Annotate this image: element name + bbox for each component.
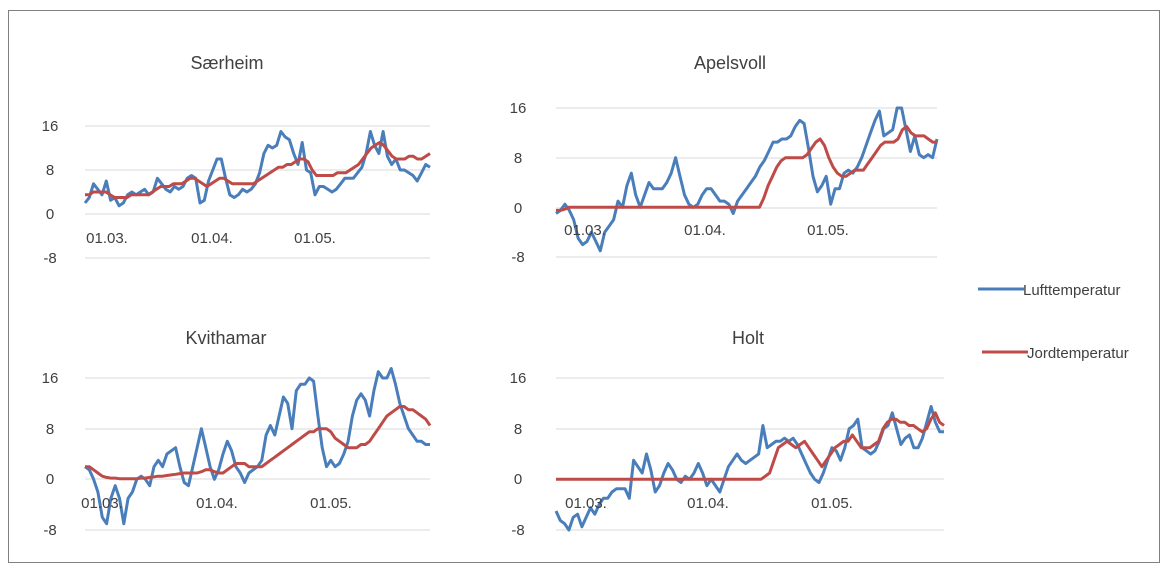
legend-label-lufttemperatur: Lufttemperatur xyxy=(1023,282,1121,299)
x-tick-label: 01.04. xyxy=(687,495,729,512)
y-tick-label: 0 xyxy=(46,471,54,488)
x-tick-label: 01.04. xyxy=(684,222,726,239)
series-line-jordtemperatur xyxy=(85,405,432,481)
y-tick-label: 0 xyxy=(46,206,54,223)
x-tick-label: 01.03. xyxy=(564,222,606,239)
y-tick-label: 16 xyxy=(42,118,59,135)
y-tick-label: -8 xyxy=(43,522,56,539)
panel-title: Apelsvoll xyxy=(694,53,766,73)
y-tick-label: 8 xyxy=(46,421,54,438)
y-tick-label: 8 xyxy=(514,150,522,167)
series-line-lufttemperatur xyxy=(84,367,430,526)
panel-title: Særheim xyxy=(190,53,263,73)
panel-title: Holt xyxy=(732,328,764,348)
x-tick-label: 01.05. xyxy=(294,230,336,247)
x-tick-label: 01.03. xyxy=(81,495,123,512)
series-line-jordtemperatur xyxy=(556,411,945,481)
chart-panel-kvithamar: 16 8 0 -8 Kvithamar 01.03. 01.04. 01.05. xyxy=(42,328,432,539)
x-tick-label: 01.04. xyxy=(196,495,238,512)
series-line-jordtemperatur xyxy=(556,125,937,212)
series-line-jordtemperatur xyxy=(85,141,431,199)
x-tick-label: 01.04. xyxy=(191,230,233,247)
series-line-lufttemperatur xyxy=(83,130,431,208)
y-tick-label: 8 xyxy=(46,162,54,179)
y-tick-label: 8 xyxy=(514,421,522,438)
y-tick-label: 0 xyxy=(514,471,522,488)
x-tick-label: 01.03. xyxy=(565,495,607,512)
x-tick-label: 01.05. xyxy=(310,495,352,512)
series-line-lufttemperatur xyxy=(555,106,939,253)
legend: Lufttemperatur Jordtemperatur xyxy=(978,282,1129,362)
y-tick-label: 16 xyxy=(510,100,527,117)
x-tick-label: 01.03. xyxy=(86,230,128,247)
y-tick-label: 16 xyxy=(510,370,527,387)
legend-label-jordtemperatur: Jordtemperatur xyxy=(1027,345,1129,362)
chart-panel-holt: 16 8 0 -8 Holt 01.03. 01.04. 01.05. xyxy=(510,328,945,539)
chart-panel-apelsvoll: 16 8 0 -8 Apelsvoll 01.03. 01.04. 01.05. xyxy=(510,53,939,266)
y-tick-label: -8 xyxy=(511,249,524,266)
y-tick-label: 0 xyxy=(514,200,522,217)
x-tick-label: 01.05. xyxy=(807,222,849,239)
chart-panel-saerheim: 16 8 0 -8 Særheim 01.03. 01.04. 01.05. xyxy=(42,53,431,267)
x-tick-label: 01.05. xyxy=(811,495,853,512)
panel-title: Kvithamar xyxy=(185,328,266,348)
y-tick-label: -8 xyxy=(511,522,524,539)
y-tick-label: -8 xyxy=(43,250,56,267)
y-tick-label: 16 xyxy=(42,370,59,387)
